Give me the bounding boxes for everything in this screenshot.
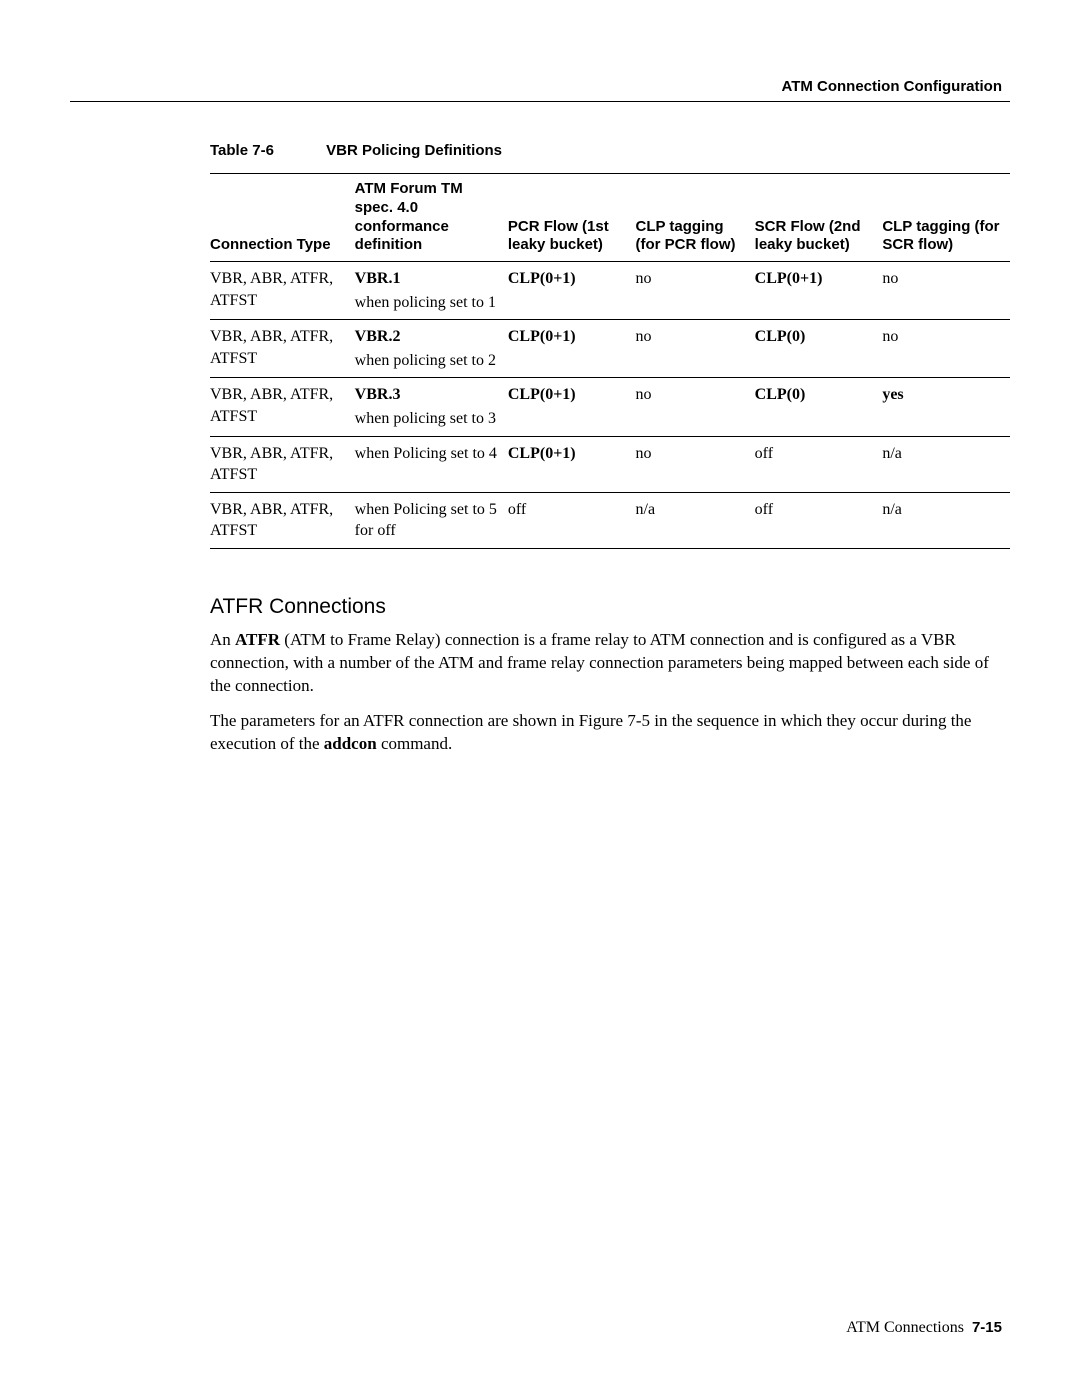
table-title: VBR Policing Definitions <box>326 142 502 159</box>
table-number: Table 7-6 <box>210 142 322 159</box>
th-pcr-flow: PCR Flow (1st leaky bucket) <box>508 174 636 262</box>
cell-pcr-flow: CLP(0+1) <box>508 320 636 378</box>
cell-clp-pcr: n/a <box>636 492 755 548</box>
para2-rest: command. <box>377 734 453 753</box>
page-footer: ATM Connections 7-15 <box>846 1319 1002 1337</box>
table-row: VBR, ABR, ATFR, ATFSTVBR.3when policing … <box>210 378 1010 436</box>
footer-chapter: ATM Connections <box>846 1319 964 1336</box>
header-rule <box>70 101 1010 102</box>
running-header: ATM Connection Configuration <box>70 78 1010 95</box>
cell-scr-flow: CLP(0+1) <box>755 262 883 320</box>
cell-definition: when Policing set to 5 for off <box>355 492 508 548</box>
cell-scr-flow: off <box>755 492 883 548</box>
cell-clp-scr: n/a <box>882 436 1010 492</box>
cell-definition: VBR.3when policing set to 3 <box>355 378 508 436</box>
para1-rest: (ATM to Frame Relay) connection is a fra… <box>210 630 989 695</box>
cell-clp-scr: yes <box>882 378 1010 436</box>
cell-pcr-flow: CLP(0+1) <box>508 378 636 436</box>
section-heading: ATFR Connections <box>210 595 1010 619</box>
cell-clp-pcr: no <box>636 262 755 320</box>
cell-definition: when Policing set to 4 <box>355 436 508 492</box>
para1-prefix: An <box>210 630 235 649</box>
cell-pcr-flow: off <box>508 492 636 548</box>
table-row: VBR, ABR, ATFR, ATFSTwhen Policing set t… <box>210 492 1010 548</box>
vbr-policing-table: Connection Type ATM Forum TM spec. 4.0 c… <box>210 173 1010 549</box>
table-row: VBR, ABR, ATFR, ATFSTVBR.1when policing … <box>210 262 1010 320</box>
cell-scr-flow: off <box>755 436 883 492</box>
cell-clp-pcr: no <box>636 378 755 436</box>
cell-clp-scr: no <box>882 320 1010 378</box>
footer-page: 7-15 <box>972 1319 1002 1336</box>
para1-bold: ATFR <box>235 630 280 649</box>
cell-connection-type: VBR, ABR, ATFR, ATFST <box>210 492 355 548</box>
para-2: The parameters for an ATFR connection ar… <box>210 710 1010 756</box>
para-1: An ATFR (ATM to Frame Relay) connection … <box>210 629 1010 698</box>
cell-definition: VBR.2when policing set to 2 <box>355 320 508 378</box>
cell-clp-scr: no <box>882 262 1010 320</box>
table-caption: Table 7-6 VBR Policing Definitions <box>210 142 1010 159</box>
th-clp-pcr: CLP tagging (for PCR flow) <box>636 174 755 262</box>
th-scr-flow: SCR Flow (2nd leaky bucket) <box>755 174 883 262</box>
cell-scr-flow: CLP(0) <box>755 320 883 378</box>
cell-pcr-flow: CLP(0+1) <box>508 262 636 320</box>
table-header-row: Connection Type ATM Forum TM spec. 4.0 c… <box>210 174 1010 262</box>
table-body: VBR, ABR, ATFR, ATFSTVBR.1when policing … <box>210 262 1010 549</box>
main-content: Table 7-6 VBR Policing Definitions Conne… <box>210 142 1010 756</box>
th-clp-scr: CLP tagging (for SCR flow) <box>882 174 1010 262</box>
cell-clp-scr: n/a <box>882 492 1010 548</box>
para2-bold: addcon <box>324 734 377 753</box>
table-row: VBR, ABR, ATFR, ATFSTwhen Policing set t… <box>210 436 1010 492</box>
page: ATM Connection Configuration Table 7-6 V… <box>0 0 1080 1397</box>
th-connection-type: Connection Type <box>210 174 355 262</box>
cell-definition: VBR.1when policing set to 1 <box>355 262 508 320</box>
cell-connection-type: VBR, ABR, ATFR, ATFST <box>210 378 355 436</box>
cell-clp-pcr: no <box>636 436 755 492</box>
cell-connection-type: VBR, ABR, ATFR, ATFST <box>210 262 355 320</box>
cell-scr-flow: CLP(0) <box>755 378 883 436</box>
th-conformance: ATM Forum TM spec. 4.0 conformance defin… <box>355 174 508 262</box>
cell-clp-pcr: no <box>636 320 755 378</box>
cell-connection-type: VBR, ABR, ATFR, ATFST <box>210 436 355 492</box>
cell-pcr-flow: CLP(0+1) <box>508 436 636 492</box>
cell-connection-type: VBR, ABR, ATFR, ATFST <box>210 320 355 378</box>
table-row: VBR, ABR, ATFR, ATFSTVBR.2when policing … <box>210 320 1010 378</box>
